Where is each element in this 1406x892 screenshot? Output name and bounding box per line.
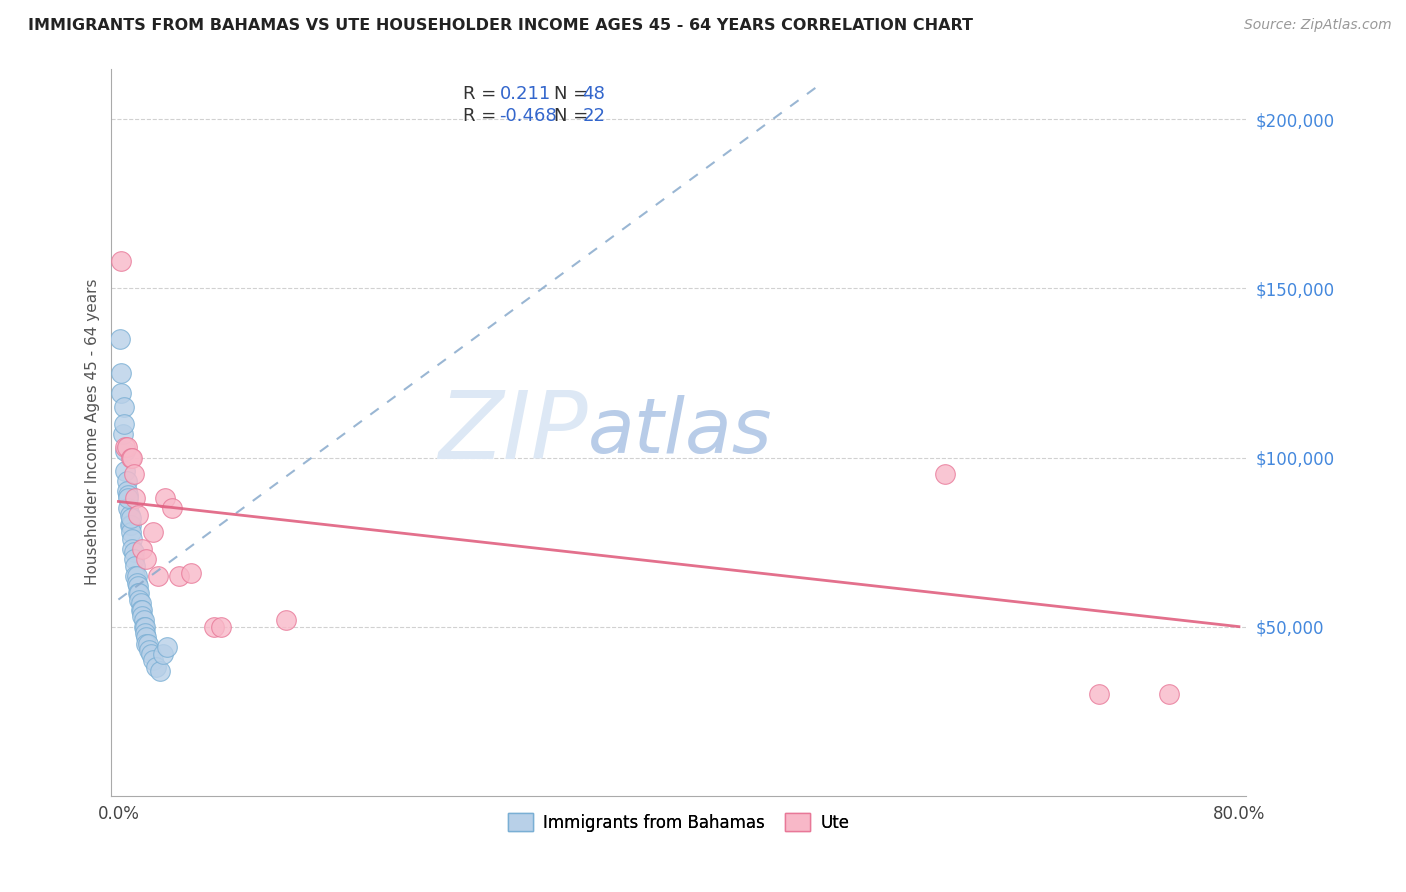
Point — [139, 647, 162, 661]
Point — [127, 586, 149, 600]
Text: -0.468: -0.468 — [499, 107, 557, 125]
Text: R =: R = — [463, 107, 502, 125]
Text: N =: N = — [554, 85, 593, 103]
Point — [120, 518, 142, 533]
Point — [138, 643, 160, 657]
Point — [129, 603, 152, 617]
Point — [125, 569, 148, 583]
Point — [145, 660, 167, 674]
Point — [135, 636, 157, 650]
Point — [115, 441, 138, 455]
Point — [129, 596, 152, 610]
Point — [114, 464, 136, 478]
Point — [127, 508, 149, 522]
Text: ZIP: ZIP — [439, 386, 588, 477]
Point — [134, 620, 156, 634]
Point — [110, 366, 132, 380]
Point — [115, 484, 138, 499]
Point — [111, 426, 134, 441]
Point — [114, 441, 136, 455]
Point — [1088, 687, 1111, 701]
Point — [118, 508, 141, 522]
Point — [132, 620, 155, 634]
Point — [152, 647, 174, 661]
Point — [131, 541, 153, 556]
Text: Source: ZipAtlas.com: Source: ZipAtlas.com — [1244, 18, 1392, 32]
Point — [202, 620, 225, 634]
Point — [136, 636, 159, 650]
Point — [1157, 687, 1180, 701]
Point — [134, 626, 156, 640]
Point — [121, 450, 143, 465]
Y-axis label: Householder Income Ages 45 - 64 years: Householder Income Ages 45 - 64 years — [86, 279, 100, 585]
Point — [135, 552, 157, 566]
Point — [131, 609, 153, 624]
Text: IMMIGRANTS FROM BAHAMAS VS UTE HOUSEHOLDER INCOME AGES 45 - 64 YEARS CORRELATION: IMMIGRANTS FROM BAHAMAS VS UTE HOUSEHOLD… — [28, 18, 973, 33]
Point — [117, 488, 139, 502]
Point — [142, 653, 165, 667]
Point — [142, 524, 165, 539]
Point — [132, 613, 155, 627]
Point — [120, 450, 142, 465]
Point — [108, 332, 131, 346]
Point — [209, 620, 232, 634]
Point — [117, 501, 139, 516]
Text: R =: R = — [463, 85, 502, 103]
Text: atlas: atlas — [588, 395, 772, 469]
Point — [153, 491, 176, 505]
Point — [120, 524, 142, 539]
Point — [117, 491, 139, 505]
Point — [112, 417, 135, 431]
Point — [149, 664, 172, 678]
Point — [128, 592, 150, 607]
Point — [160, 501, 183, 516]
Point — [124, 491, 146, 505]
Point — [156, 640, 179, 654]
Point — [124, 569, 146, 583]
Point — [180, 566, 202, 580]
Point — [276, 613, 298, 627]
Point — [934, 467, 956, 482]
Point — [110, 386, 132, 401]
Point — [122, 552, 145, 566]
Point — [146, 569, 169, 583]
Text: 22: 22 — [582, 107, 605, 125]
Point — [121, 532, 143, 546]
Point — [115, 474, 138, 488]
Point — [127, 579, 149, 593]
Point — [118, 518, 141, 533]
Point — [125, 575, 148, 590]
Legend: Immigrants from Bahamas, Ute: Immigrants from Bahamas, Ute — [502, 807, 856, 838]
Point — [135, 630, 157, 644]
Point — [167, 569, 190, 583]
Point — [110, 254, 132, 268]
Point — [131, 603, 153, 617]
Point — [114, 443, 136, 458]
Text: 48: 48 — [582, 85, 605, 103]
Point — [124, 558, 146, 573]
Point — [128, 586, 150, 600]
Text: 0.211: 0.211 — [499, 85, 551, 103]
Point — [122, 467, 145, 482]
Point — [122, 545, 145, 559]
Text: N =: N = — [554, 107, 593, 125]
Point — [112, 400, 135, 414]
Point — [121, 541, 143, 556]
Point — [120, 511, 142, 525]
